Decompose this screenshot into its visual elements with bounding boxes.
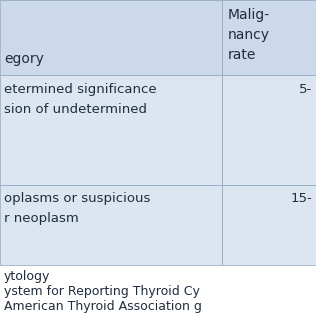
Text: egory: egory	[4, 52, 44, 66]
Text: American Thyroid Association g: American Thyroid Association g	[4, 300, 202, 313]
Text: etermined significance: etermined significance	[4, 83, 157, 96]
Text: oplasms or suspicious: oplasms or suspicious	[4, 192, 150, 205]
Text: Malig-: Malig-	[228, 8, 270, 22]
Text: sion of undetermined: sion of undetermined	[4, 103, 147, 116]
Text: ytology: ytology	[4, 270, 50, 283]
Text: 15-: 15-	[290, 192, 312, 205]
Bar	[0, 75, 222, 185]
Bar	[222, 75, 316, 185]
Text: r neoplasm: r neoplasm	[4, 212, 79, 225]
Bar	[0, 265, 316, 316]
Text: nancy: nancy	[228, 28, 270, 42]
Bar	[222, 185, 316, 265]
Bar	[222, 0, 316, 75]
Text: 5-: 5-	[299, 83, 312, 96]
Bar	[0, 185, 222, 265]
Bar	[0, 0, 222, 75]
Text: ystem for Reporting Thyroid Cy: ystem for Reporting Thyroid Cy	[4, 285, 200, 298]
Text: rate: rate	[228, 48, 256, 62]
